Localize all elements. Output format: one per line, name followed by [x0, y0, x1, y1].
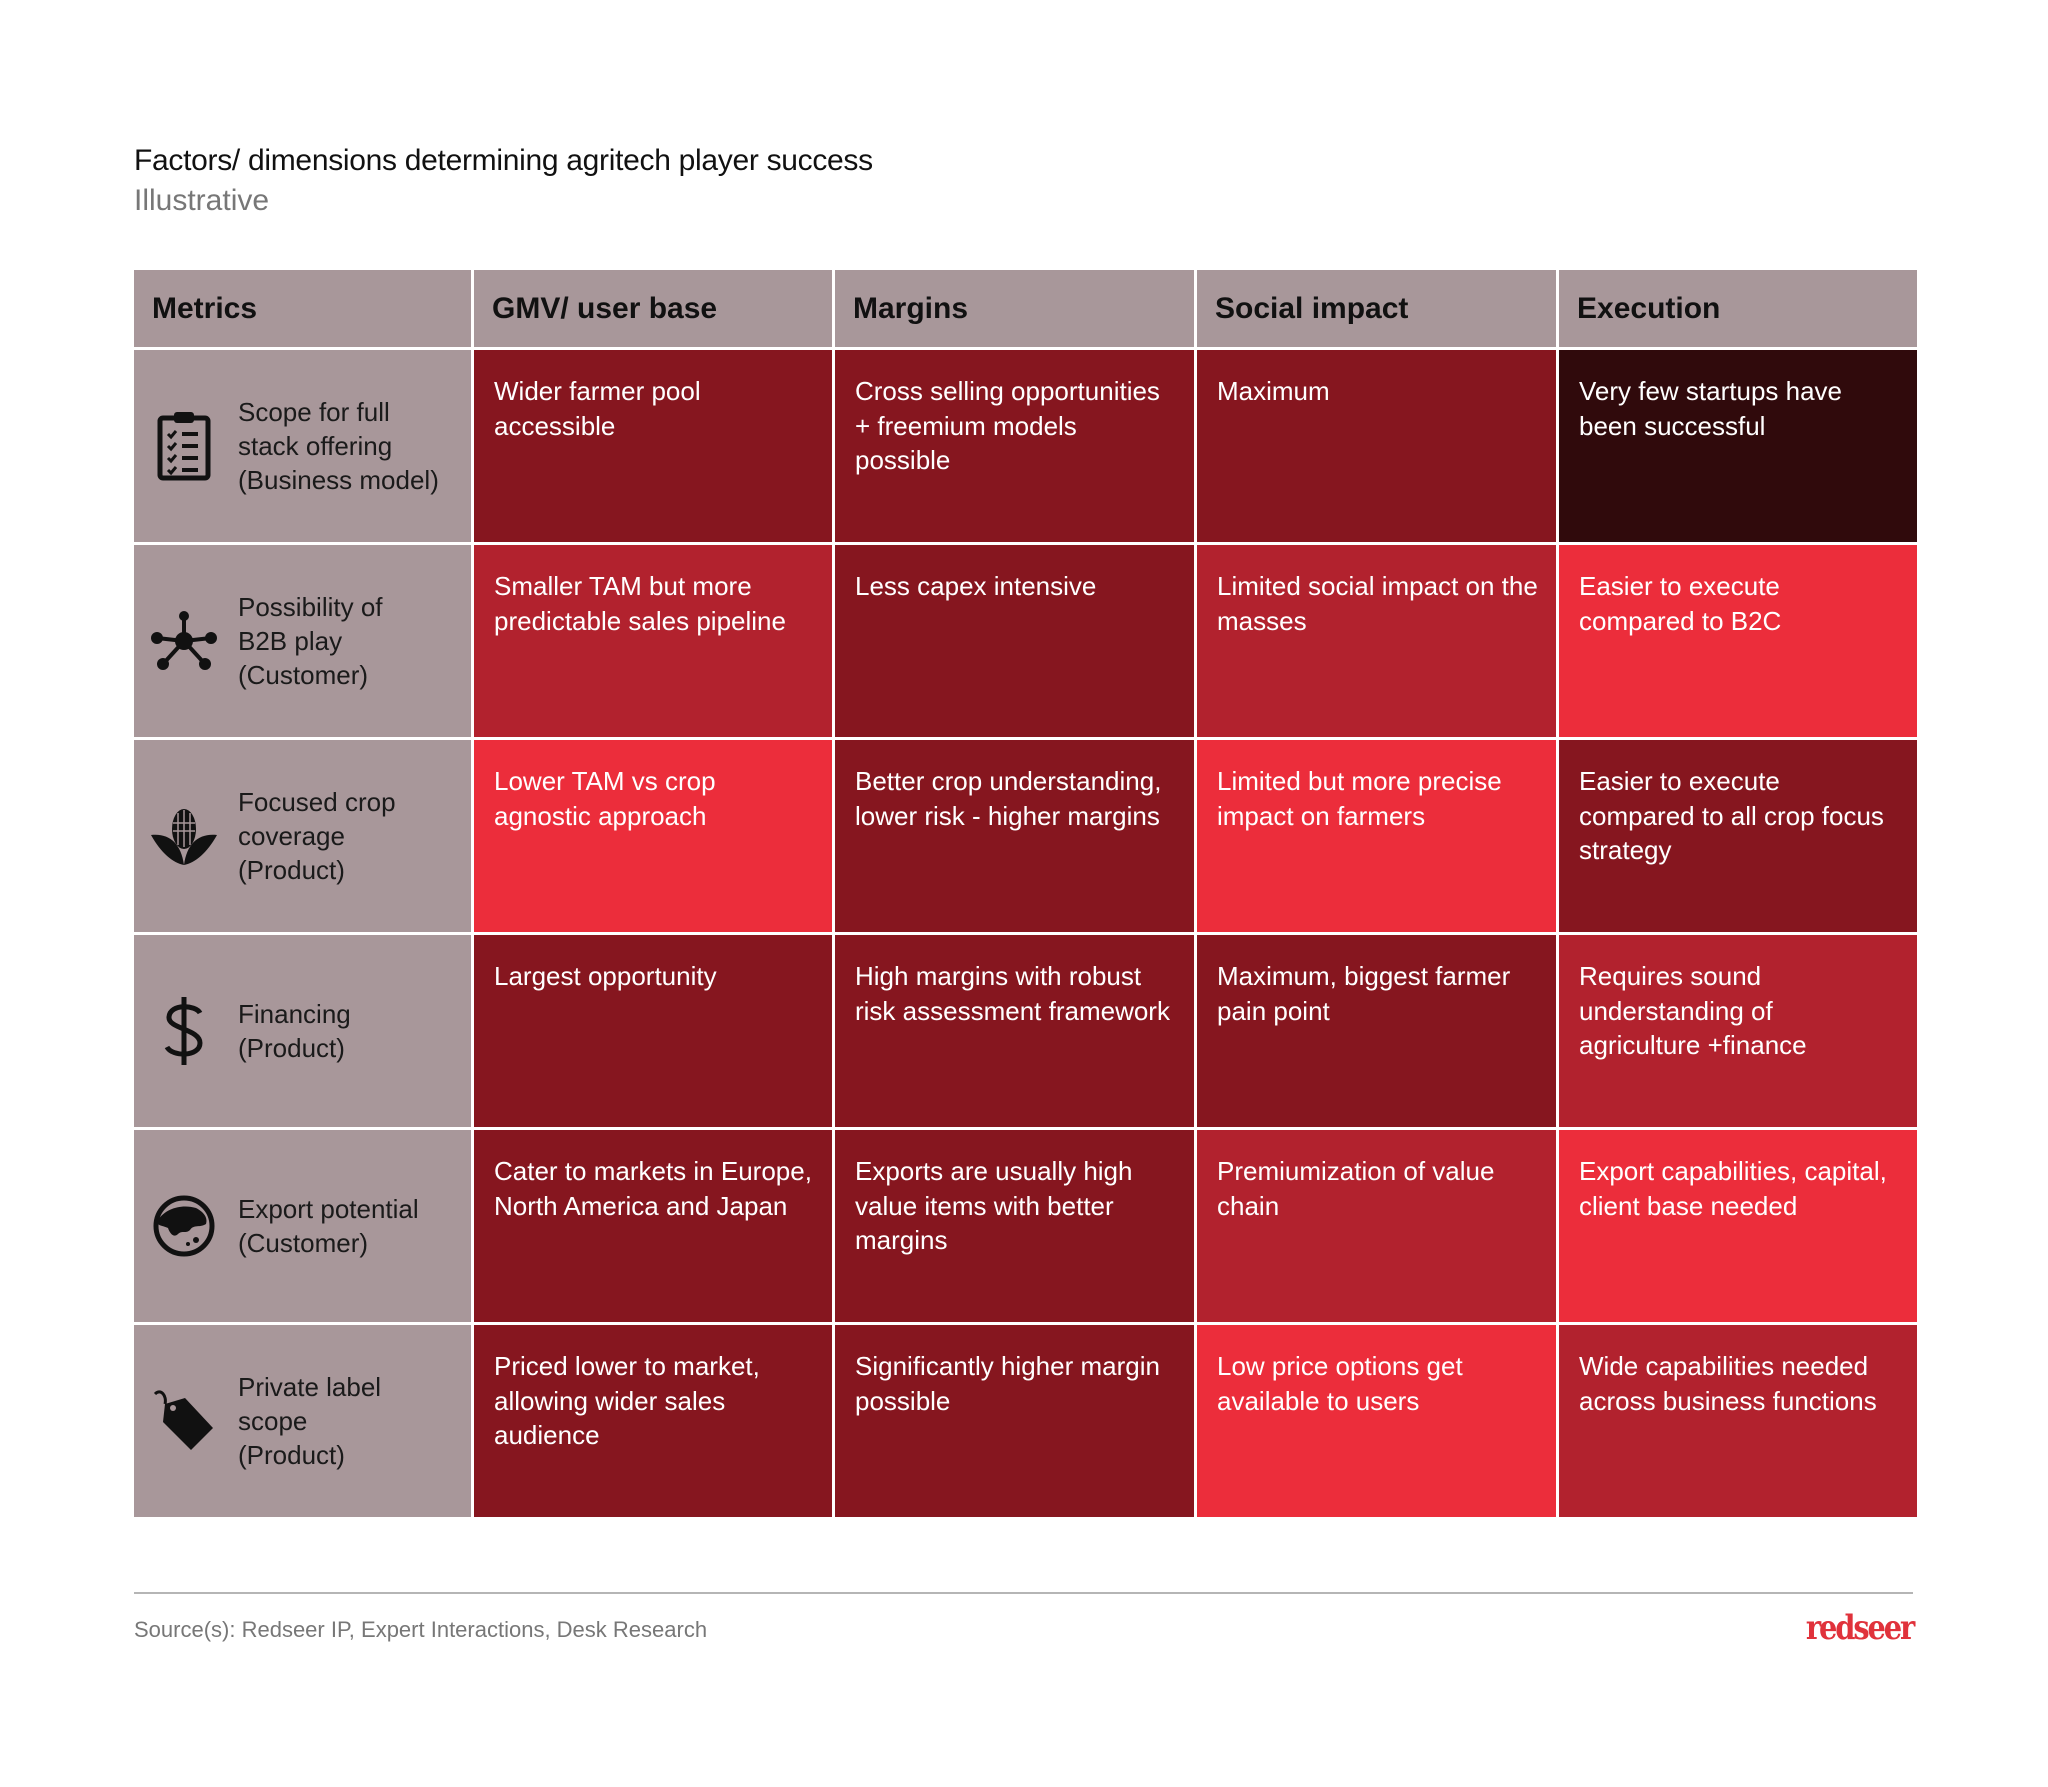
table-cell: Better crop understanding, lower risk - …	[835, 740, 1194, 932]
metric-cell: Financing (Product)	[134, 935, 471, 1127]
table-cell: Export capabilities, capital, client bas…	[1559, 1130, 1917, 1322]
price-tag-icon	[150, 1387, 218, 1455]
table-cell: Easier to execute compared to B2C	[1559, 545, 1917, 737]
table-cell: Low price options get available to users	[1197, 1325, 1556, 1517]
table-cell: Cater to markets in Europe, North Americ…	[474, 1130, 832, 1322]
table-cell: Priced lower to market, allowing wider s…	[474, 1325, 832, 1517]
table-cell: Very few startups have been successful	[1559, 350, 1917, 542]
metric-cell: Possibility of B2B play (Customer)	[134, 545, 471, 737]
table-cell: Maximum, biggest farmer pain point	[1197, 935, 1556, 1127]
metric-label: Private label scope (Product)	[238, 1372, 382, 1470]
table-cell: Premiumization of value chain	[1197, 1130, 1556, 1322]
column-header-execution: Execution	[1559, 270, 1917, 347]
table-cell: Requires sound understanding of agricult…	[1559, 935, 1917, 1127]
footer-divider	[134, 1592, 1913, 1594]
source-note: Source(s): Redseer IP, Expert Interactio…	[134, 1617, 708, 1642]
table-cell: Exports are usually high value items wit…	[835, 1130, 1194, 1322]
dollar-icon	[150, 997, 218, 1065]
table-cell: Lower TAM vs crop agnostic approach	[474, 740, 832, 932]
metric-cell: Export potential (Customer)	[134, 1130, 471, 1322]
metric-label: Financing (Product)	[238, 999, 351, 1063]
table-cell: Largest opportunity	[474, 935, 832, 1127]
metric-cell: Scope for full stack offering (Business …	[134, 350, 471, 542]
corn-icon	[150, 802, 218, 870]
metric-cell: Focused crop coverage (Product)	[134, 740, 471, 932]
page-subtitle: Illustrative	[134, 184, 270, 217]
table-cell: Smaller TAM but more predictable sales p…	[474, 545, 832, 737]
table-cell: Wider farmer pool accessible	[474, 350, 832, 542]
table-cell: Less capex intensive	[835, 545, 1194, 737]
metric-label: Possibility of B2B play (Customer)	[238, 592, 383, 690]
table-cell: Maximum	[1197, 350, 1556, 542]
column-header-social-impact: Social impact	[1197, 270, 1556, 347]
metric-label: Scope for full stack offering (Business …	[238, 397, 439, 495]
column-header-margins: Margins	[835, 270, 1194, 347]
table-cell: High margins with robust risk assessment…	[835, 935, 1194, 1127]
metric-label: Focused crop coverage (Product)	[238, 787, 396, 885]
table-cell: Wide capabilities needed across business…	[1559, 1325, 1917, 1517]
factors-table: Metrics GMV/ user base Margins Social impac…	[134, 270, 1917, 1517]
column-header-metrics: Metrics	[134, 270, 471, 347]
metric-cell: Private label scope (Product)	[134, 1325, 471, 1517]
table-cell: Cross selling opportunities + freemium m…	[835, 350, 1194, 542]
metric-label: Export potential (Customer)	[238, 1194, 419, 1258]
table-cell: Significantly higher margin possible	[835, 1325, 1194, 1517]
table-cell: Limited but more precise impact on farme…	[1197, 740, 1556, 932]
clipboard-checklist-icon	[150, 412, 218, 481]
network-hub-icon	[150, 607, 218, 675]
redseer-logo: redseer	[1805, 1608, 1915, 1648]
page-title: Factors/ dimensions determining agritech…	[134, 144, 873, 177]
table-cell: Limited social impact on the masses	[1197, 545, 1556, 737]
globe-icon	[150, 1192, 218, 1260]
table-cell: Easier to execute compared to all crop f…	[1559, 740, 1917, 932]
column-header-gmv-user-base: GMV/ user base	[474, 270, 832, 347]
